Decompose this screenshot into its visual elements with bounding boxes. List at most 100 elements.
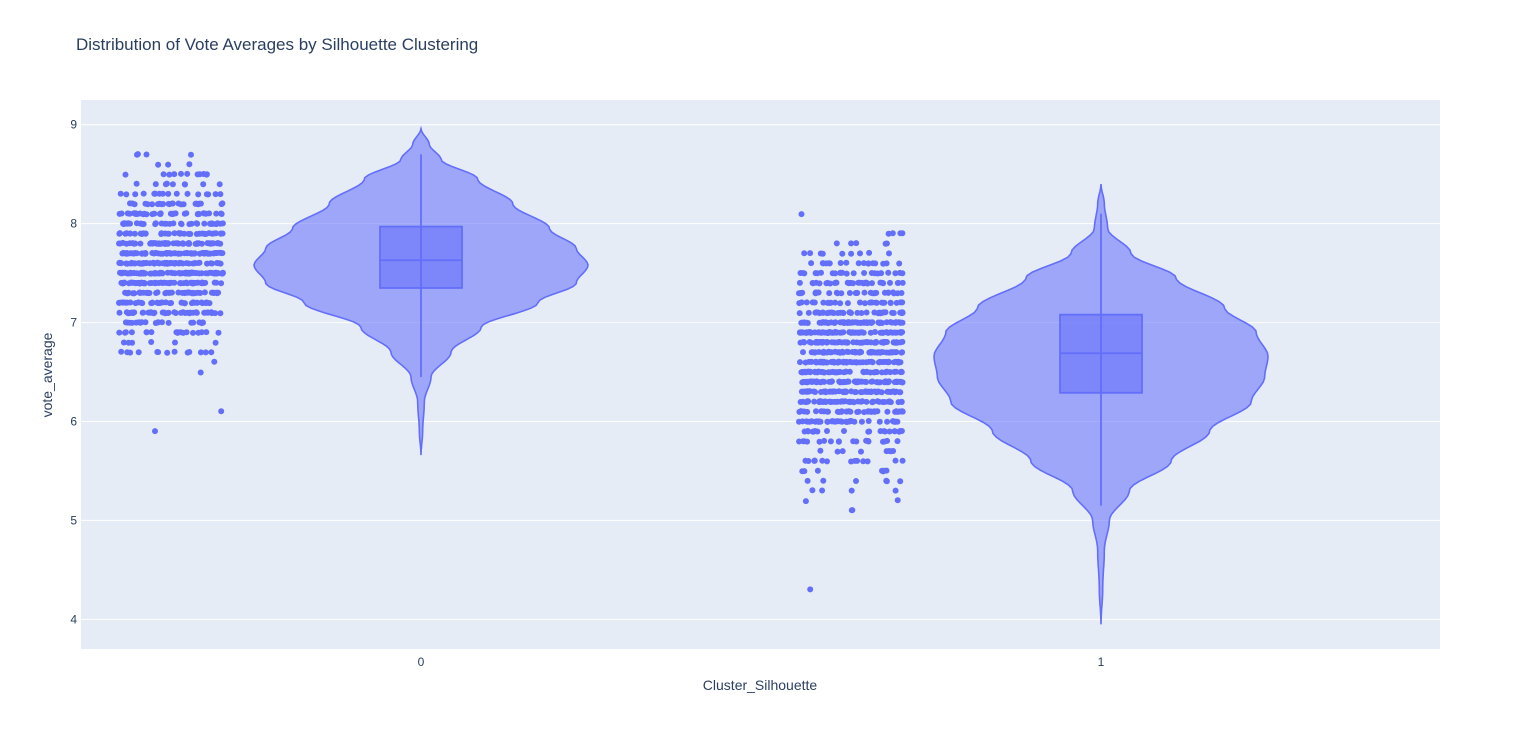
data-point (832, 329, 839, 335)
data-point (820, 477, 827, 484)
data-point (211, 279, 218, 286)
data-point (858, 310, 865, 316)
data-point (136, 289, 143, 296)
data-point (166, 260, 173, 267)
data-point (858, 329, 865, 336)
data-point (899, 319, 906, 326)
data-point (865, 428, 872, 435)
data-point (880, 299, 887, 306)
data-point (848, 250, 855, 257)
data-point (824, 319, 831, 326)
data-point (142, 250, 149, 256)
data-point (861, 289, 868, 296)
data-point (861, 300, 868, 307)
data-point (176, 269, 183, 276)
data-point (215, 270, 221, 277)
data-point (816, 280, 823, 287)
data-point (898, 349, 905, 356)
data-point (888, 319, 895, 326)
data-point (218, 280, 225, 287)
data-point (848, 388, 855, 395)
data-point (118, 279, 125, 286)
data-point (194, 171, 201, 178)
data-point (883, 478, 890, 485)
data-point (827, 299, 834, 306)
data-point (850, 280, 856, 287)
data-point (852, 290, 859, 296)
data-point (165, 190, 172, 197)
data-point (839, 448, 846, 455)
data-point (805, 309, 812, 316)
data-point (144, 289, 151, 296)
data-point (195, 329, 202, 336)
data-point (172, 310, 179, 316)
data-point (864, 280, 871, 287)
data-point (147, 240, 154, 247)
data-point (823, 398, 830, 405)
data-point (201, 220, 208, 227)
data-point (831, 398, 838, 405)
data-point (209, 269, 215, 276)
data-point (140, 190, 147, 197)
data-point (821, 437, 828, 444)
data-point (801, 339, 808, 346)
data-point (899, 329, 906, 336)
data-point (867, 299, 873, 306)
data-point (151, 250, 157, 257)
data-point (898, 428, 905, 434)
data-point (207, 240, 214, 247)
data-point (814, 270, 821, 277)
data-point (825, 260, 832, 267)
data-point (857, 299, 863, 306)
data-point (208, 349, 215, 356)
data-point (803, 379, 810, 386)
data-point (123, 260, 130, 267)
data-point (190, 329, 196, 336)
data-point (201, 210, 208, 217)
data-point (842, 368, 849, 375)
data-point (143, 151, 150, 158)
data-point (830, 369, 837, 376)
data-point (819, 487, 826, 494)
data-point (898, 310, 905, 317)
data-point (825, 408, 831, 415)
data-point (852, 389, 859, 395)
data-point (890, 388, 897, 395)
data-point (152, 220, 159, 227)
data-point (885, 359, 892, 366)
data-point (850, 270, 857, 277)
data-point (162, 310, 169, 317)
data-point (837, 418, 844, 425)
data-point (199, 230, 206, 237)
data-point (193, 220, 200, 227)
data-point (173, 190, 180, 197)
data-point (184, 349, 191, 356)
y-axis-label: vote_average (39, 332, 55, 417)
data-point (218, 201, 225, 208)
data-point (136, 319, 142, 326)
data-point (835, 438, 842, 445)
data-point (894, 497, 901, 504)
data-point (835, 310, 841, 316)
data-point (854, 409, 861, 415)
data-point (815, 329, 822, 336)
data-point (151, 190, 158, 197)
data-point (799, 379, 806, 386)
data-point (840, 359, 847, 366)
data-point (871, 388, 878, 395)
data-point (201, 289, 208, 296)
data-point (133, 220, 140, 227)
data-point (796, 310, 803, 317)
data-point (807, 250, 814, 257)
data-point (892, 270, 899, 277)
y-tick-label: 9 (70, 118, 77, 132)
data-point (805, 368, 812, 375)
data-point (188, 151, 194, 158)
scatter-points (116, 151, 906, 593)
data-point (142, 230, 149, 237)
chart-title: Distribution of Vote Averages by Silhoue… (76, 35, 478, 54)
data-point (895, 279, 902, 286)
data-point (132, 191, 139, 198)
data-point (846, 418, 853, 425)
data-point (155, 161, 162, 168)
